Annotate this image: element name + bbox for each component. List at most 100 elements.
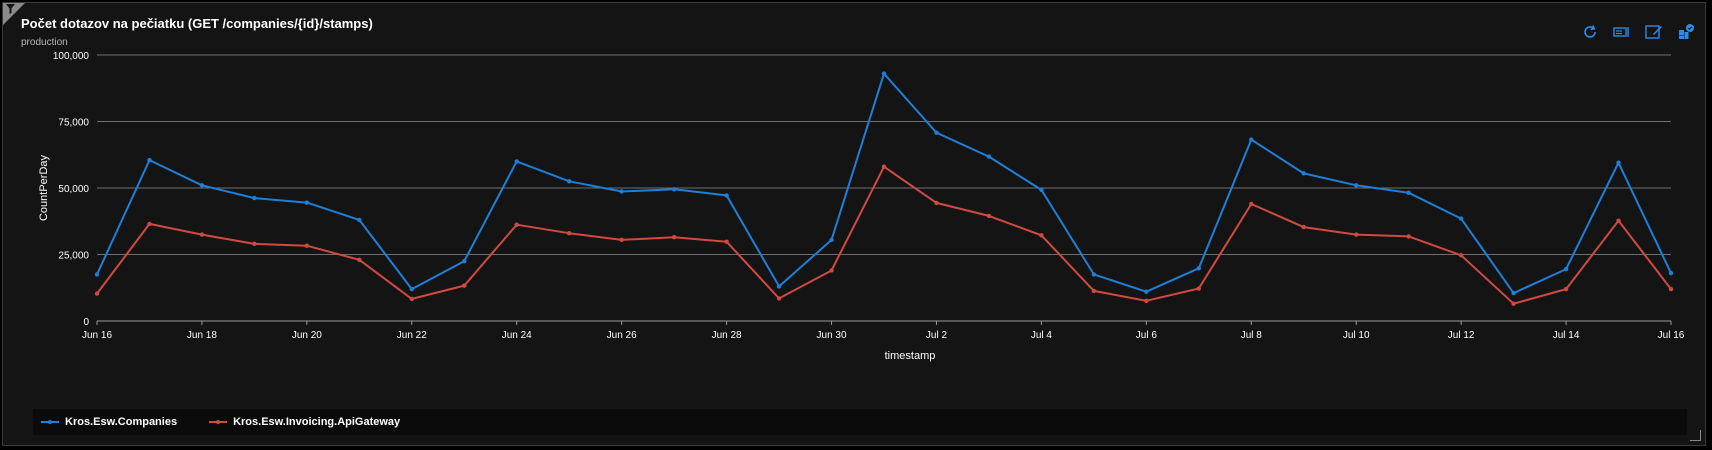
data-point [1249,201,1254,207]
data-point [986,154,992,159]
legend-line-icon [41,420,59,424]
data-point [409,296,414,302]
data-point [304,200,310,205]
resize-handle[interactable] [1690,430,1701,441]
data-point [881,71,887,76]
y-axis-title: CountPerDay [38,154,50,221]
x-tick-label: Jul 6 [1136,330,1158,341]
data-point [1144,298,1149,303]
filter-corner-icon[interactable] [3,3,25,25]
data-point [1091,288,1097,294]
data-point [1196,266,1202,271]
x-tick-label: Jul 12 [1448,330,1475,341]
data-point [1039,187,1044,193]
data-point [829,268,834,273]
y-tick-label: 0 [83,317,89,328]
line-chart[interactable]: 0 25,000 50,000 75,000 100,000 Jun 16 Jun 18 Ju… [3,3,1707,403]
data-point [776,284,782,289]
data-point [1354,183,1359,188]
query-icon [1613,27,1629,37]
x-tick-label: Jul 4 [1031,330,1053,341]
chart-legend: Kros.Esw.Companies Kros.Esw.Invoicing.Ap… [33,409,1687,435]
data-point [1301,224,1306,230]
data-point [462,283,467,288]
data-point [986,213,992,219]
x-tick-label: Jul 8 [1241,330,1263,341]
refresh-button[interactable] [1581,23,1599,41]
x-tick-label: Jul 16 [1658,330,1685,341]
data-point [567,179,572,184]
data-point [1511,301,1516,306]
data-point [1406,190,1411,195]
funnel-icon [6,4,15,17]
y-tick-label: 100,000 [53,51,90,62]
data-point [1616,160,1621,165]
legend-label: Kros.Esw.Invoicing.ApiGateway [233,416,401,428]
pin-icon [1679,24,1694,39]
data-point [619,237,624,243]
data-point [1511,290,1516,296]
data-point [1091,272,1097,277]
data-point [881,164,887,169]
data-point [1668,286,1674,292]
pin-button[interactable] [1677,23,1695,41]
data-point [829,237,834,243]
x-tick-label: Jul 2 [926,330,948,341]
x-tick-label: Jul 10 [1343,330,1370,341]
data-point [934,130,939,135]
x-axis-title: timestamp [885,350,936,362]
data-point [1668,270,1674,276]
legend-item-apigateway[interactable]: Kros.Esw.Invoicing.ApiGateway [209,416,400,428]
data-point [1144,289,1149,294]
data-point [1406,234,1411,239]
x-tick-label: Jun 30 [817,330,847,341]
edit-icon [1645,25,1662,39]
data-point [671,235,677,240]
data-point [462,258,467,264]
data-point [147,157,152,163]
x-tick-label: Jun 28 [712,330,742,341]
x-tick-label: Jun 20 [292,330,322,341]
data-point [567,231,572,236]
series-line-1 [96,165,1672,305]
y-tick-label: 50,000 [58,184,89,195]
edit-button[interactable] [1645,23,1663,41]
data-point [199,183,205,188]
data-point [94,272,100,277]
tile-toolbar [1581,23,1695,41]
x-tick-label: Jun 16 [82,330,112,341]
data-point [357,217,362,223]
data-point [724,193,729,198]
data-point [724,239,729,244]
legend-line-icon [209,420,228,424]
data-point [776,296,782,301]
data-point [1616,218,1621,223]
x-tick-label: Jun 18 [187,330,217,341]
data-point [94,291,100,296]
data-point [357,257,362,263]
data-point [252,241,257,247]
data-point [1301,171,1306,176]
x-tick-label: Jun 26 [607,330,637,341]
data-point [934,200,939,206]
data-point [619,189,624,194]
data-point [1039,233,1044,238]
data-point [514,222,519,227]
data-point [304,243,310,248]
data-point [1458,216,1464,221]
refresh-icon [1584,25,1596,38]
x-tick-label: Jun 24 [502,330,532,341]
open-query-button[interactable] [1613,23,1631,41]
legend-item-companies[interactable]: Kros.Esw.Companies [41,416,177,428]
chart-subtitle: production [21,37,68,48]
data-point [1249,137,1254,142]
x-tick-label: Jul 14 [1553,330,1580,341]
legend-label: Kros.Esw.Companies [65,416,178,428]
data-point [1196,286,1202,291]
data-point [252,195,257,201]
data-point [671,187,677,192]
data-point [199,232,205,237]
x-tick-label: Jun 22 [397,330,427,341]
data-point [514,159,519,164]
